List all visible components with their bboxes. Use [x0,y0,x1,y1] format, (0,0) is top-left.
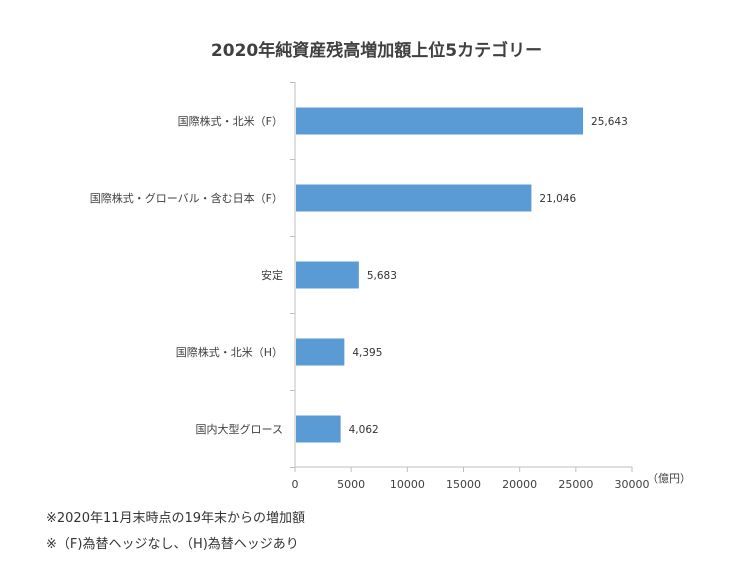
x-tick-label: 0 [292,478,299,491]
category-label: 国内大型グロース [196,422,283,436]
x-axis: 0 5000 10000 15000 20000 25000 30000（億円） [290,82,691,491]
category-label: 国際株式・グローバル・含む日本（F） [90,191,283,205]
data-label: 5,683 [367,270,397,282]
bar [296,338,345,366]
bar [296,415,341,443]
data-label: 21,046 [539,193,576,205]
x-tick-label: 20000 [502,478,537,491]
data-label: 4,062 [349,424,379,436]
x-tick-label: 10000 [390,478,425,491]
category-label: 国際株式・北米（H） [176,345,283,359]
x-tick-label: 15000 [446,478,481,491]
labels-layer: 国際株式・北米（F） 25,643 国際株式・グローバル・含む日本（F） 21,046… [90,114,628,436]
footnote-period: ※2020年11月末時点の19年末からの増加額 [46,511,306,526]
x-tick-label: 30000 [615,478,650,491]
bars-layer [296,107,584,443]
x-tick-label: 5000 [337,478,365,491]
category-label: 安定 [261,268,283,282]
data-label: 25,643 [591,116,628,128]
data-label: 4,395 [352,347,382,359]
bar [296,107,584,135]
x-tick-label: 25000 [558,478,593,491]
category-label: 国際株式・北米（F） [178,114,283,128]
footnote-hedge: ※（F)為替ヘッジなし、（H)為替ヘッジあり [46,537,299,552]
bar [296,261,359,289]
bar [296,184,532,212]
chart-title: 2020年純資産残高増加額上位5カテゴリー [210,41,543,61]
x-unit-label: （億円） [647,472,691,485]
